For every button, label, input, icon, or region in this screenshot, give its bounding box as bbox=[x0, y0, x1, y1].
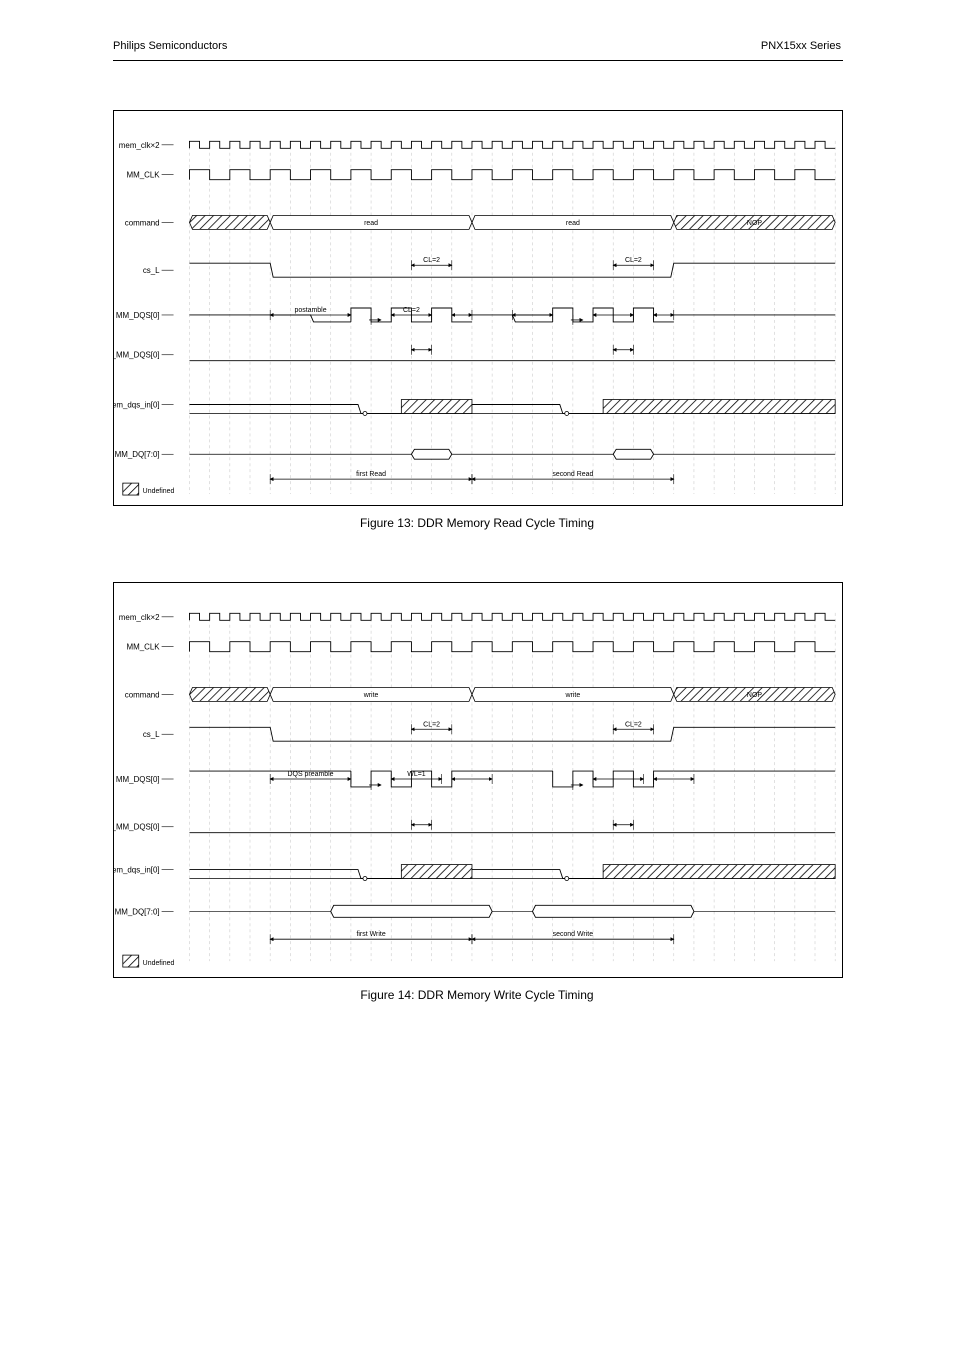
svg-text:write: write bbox=[363, 692, 379, 699]
svg-text:MM_DQS[0]: MM_DQS[0] bbox=[116, 311, 160, 320]
svg-text:Undefined: Undefined bbox=[143, 960, 175, 967]
timing-diagram-read: mem_clk×2 MM_CLKcommand read read NOP cs_L MM_… bbox=[113, 110, 843, 506]
timing-diagram-write: mem_clk×2 MM_CLKcommand write write NOP cs_L M… bbox=[113, 582, 843, 978]
svg-text:WL=1: WL=1 bbox=[407, 771, 425, 778]
svg-text:mem_clk×2: mem_clk×2 bbox=[119, 141, 160, 150]
svg-text:Undefined: Undefined bbox=[143, 488, 175, 495]
svg-text:MM_DQ[7:0]: MM_DQ[7:0] bbox=[115, 907, 160, 916]
svg-text:MM_CLK: MM_CLK bbox=[127, 171, 161, 180]
svg-text:mem_clk×2: mem_clk×2 bbox=[119, 613, 160, 622]
svg-text:CL=2: CL=2 bbox=[403, 307, 420, 314]
svg-text:second Read: second Read bbox=[552, 471, 593, 478]
svg-text:en_MM_DQS[0]: en_MM_DQS[0] bbox=[114, 823, 160, 832]
svg-text:en_MM_DQS[0]: en_MM_DQS[0] bbox=[114, 351, 160, 360]
svg-text:DQS preamble: DQS preamble bbox=[288, 771, 334, 778]
svg-text:mem_dqs_in[0]: mem_dqs_in[0] bbox=[114, 866, 160, 875]
svg-text:MM_DQ[7:0]: MM_DQ[7:0] bbox=[115, 450, 160, 459]
svg-text:CL=2: CL=2 bbox=[423, 257, 440, 264]
svg-text:read: read bbox=[566, 220, 580, 227]
svg-text:cs_L: cs_L bbox=[143, 266, 160, 275]
svg-text:CL=2: CL=2 bbox=[625, 257, 642, 264]
svg-text:NOP: NOP bbox=[747, 692, 762, 699]
svg-text:MM_DQS[0]: MM_DQS[0] bbox=[116, 775, 160, 784]
figure2-title: Figure 14: DDR Memory Write Cycle Timing bbox=[0, 988, 954, 1002]
svg-text:first Read: first Read bbox=[356, 471, 386, 478]
svg-text:write: write bbox=[565, 692, 581, 699]
page: Philips Semiconductors PNX15xx Series me… bbox=[0, 0, 954, 1351]
svg-text:mem_dqs_in[0]: mem_dqs_in[0] bbox=[114, 400, 160, 409]
figure1-title: Figure 13: DDR Memory Read Cycle Timing bbox=[0, 516, 954, 530]
header-rule bbox=[113, 60, 843, 61]
header-product: PNX15xx Series bbox=[761, 40, 841, 52]
svg-text:first Write: first Write bbox=[356, 931, 385, 938]
svg-text:second Write: second Write bbox=[553, 931, 594, 938]
svg-text:command: command bbox=[125, 218, 160, 227]
svg-text:read: read bbox=[364, 220, 378, 227]
svg-text:MM_CLK: MM_CLK bbox=[127, 643, 161, 652]
svg-text:cs_L: cs_L bbox=[143, 730, 160, 739]
svg-text:command: command bbox=[125, 690, 160, 699]
svg-text:CL=2: CL=2 bbox=[625, 721, 642, 728]
svg-text:NOP: NOP bbox=[747, 220, 762, 227]
header-left: Philips Semiconductors bbox=[113, 40, 227, 52]
header-right: PNX15xx Series bbox=[761, 40, 841, 52]
svg-text:CL=2: CL=2 bbox=[423, 721, 440, 728]
svg-text:postamble: postamble bbox=[294, 307, 326, 314]
